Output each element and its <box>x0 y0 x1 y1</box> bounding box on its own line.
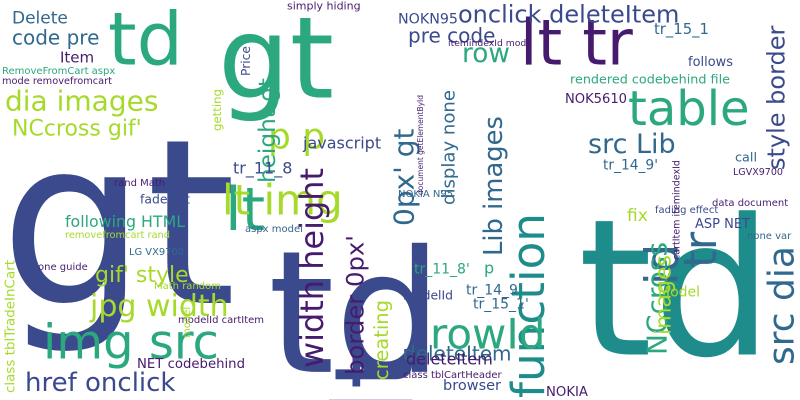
word-document-getelementbyid: document getElementById <box>417 95 426 195</box>
word-src-lib: src Lib <box>588 128 676 160</box>
word-aspx-model: aspx model <box>245 224 303 235</box>
word-code-pre: code pre <box>12 27 100 51</box>
word-getting: getting <box>210 89 224 131</box>
word-none-var: none var <box>747 231 792 242</box>
word-class-tbltradeincart: class tblTradeInCart <box>3 260 19 393</box>
word-tr-11-8: tr_11_8 <box>233 158 293 178</box>
word-fading-effect: fading effect <box>655 205 719 216</box>
word-following-html: following HTML <box>65 212 185 232</box>
word-delete: Delete <box>12 7 68 29</box>
word-rendered-codebehind-file: rendered codebehind file <box>570 71 730 87</box>
word-nokia: NOKIA <box>546 384 588 400</box>
word-img-src: img src <box>43 314 219 370</box>
word-style-border: style border <box>761 25 791 170</box>
word-tr-14-9: tr_14_9 <box>466 281 518 299</box>
word-td: td <box>268 213 443 400</box>
word-mode-removefromcart: mode removefromcart <box>2 76 112 87</box>
word-td: td <box>108 0 183 82</box>
word-jpg-width: jpg width <box>90 288 229 324</box>
word-nok5610: NOK5610 <box>565 90 627 107</box>
word-simply-hiding: simply hiding <box>287 0 361 14</box>
word-lt-img: lt img <box>222 176 343 226</box>
word-row: row <box>462 37 510 69</box>
word-0px-gt: 0px' gt <box>388 128 422 226</box>
word-dia-images: dia images <box>5 85 159 119</box>
word-math-random: Math random <box>154 281 221 292</box>
word-td: td <box>578 179 773 400</box>
word-rowid: rowId <box>430 309 546 359</box>
word-gt: gt <box>218 0 335 125</box>
word-pre-code: pre code <box>408 23 496 48</box>
word-nokn95: NOKN95 <box>398 10 458 28</box>
word-border-0px: border 0px' <box>342 235 371 375</box>
word-creating: creating <box>370 300 394 380</box>
word-asp-net: ASP NET <box>695 215 750 232</box>
word-src-dia: src dia <box>761 246 800 365</box>
word-gif-style: gif' style <box>95 262 189 289</box>
word-call: call <box>735 149 757 165</box>
word-p-p: p p <box>268 115 326 157</box>
word-lgvx9700: LGVX9700 <box>733 166 783 178</box>
word-tr-15-1-quote: tr_15_1' <box>473 295 529 313</box>
word-itemindexid-mode: itemindexId mode <box>448 38 532 50</box>
word-net-codebehind: NET codebehind <box>137 355 245 372</box>
word-p: p <box>484 259 495 279</box>
word-gt: gt <box>0 91 237 358</box>
word-onclick-deleteitem: onclick deleteItem <box>458 1 680 30</box>
word-tr-11-8-quote: tr_11_8' <box>414 260 470 278</box>
word-width-height: width height <box>293 168 331 368</box>
word-data-document: data document <box>712 198 789 209</box>
word-class-tblcartheader: class tblCartHeader <box>403 369 502 381</box>
word-lt-tr: lt tr <box>520 7 633 80</box>
word-price: Price <box>238 46 254 76</box>
word-lib-images: Lib images <box>479 116 509 256</box>
word-lg-vx9700: LG VX9700 <box>129 247 184 258</box>
word-table: table <box>628 81 750 137</box>
word-removefromcart-aspx: RemoveFromCart aspx <box>2 66 116 77</box>
word-follows: follows <box>688 53 733 70</box>
word-cartitem-itemindexid: cartItem itemindexId <box>672 160 683 260</box>
word-modelid: modelId <box>403 287 453 303</box>
word-fadeout: fadeOut <box>140 191 190 207</box>
word-rand-math: rand Math <box>114 178 166 189</box>
word-fix: fix <box>627 205 648 226</box>
word-nokia-n95: NOKIA N95 <box>398 189 454 200</box>
word-model-cap: Model <box>658 283 701 301</box>
word-item: Item <box>60 48 95 67</box>
word-nccross-gif: NCcross gif' <box>12 114 142 142</box>
word-browser: browser <box>443 376 501 394</box>
word-deleteitem: deleteItem <box>403 343 512 367</box>
word-lt: lt <box>225 175 266 245</box>
word-model: model <box>182 306 193 338</box>
word-javascript: javascript <box>303 133 382 153</box>
word-one-guide: one guide <box>38 262 88 273</box>
word-href-onclick: href onclick <box>25 368 176 399</box>
word-removefromcart-rand: removefromcart rand <box>65 230 170 241</box>
word-modelid-cartitem: modelId cartItem <box>178 314 265 326</box>
word-tr-15-1: tr_15_1 <box>654 20 709 39</box>
word-deleteitem-small: deleteItem <box>406 349 493 369</box>
word-display-none: display none <box>437 90 460 205</box>
word-tr-14-9-quote: tr_14_9' <box>603 156 658 173</box>
